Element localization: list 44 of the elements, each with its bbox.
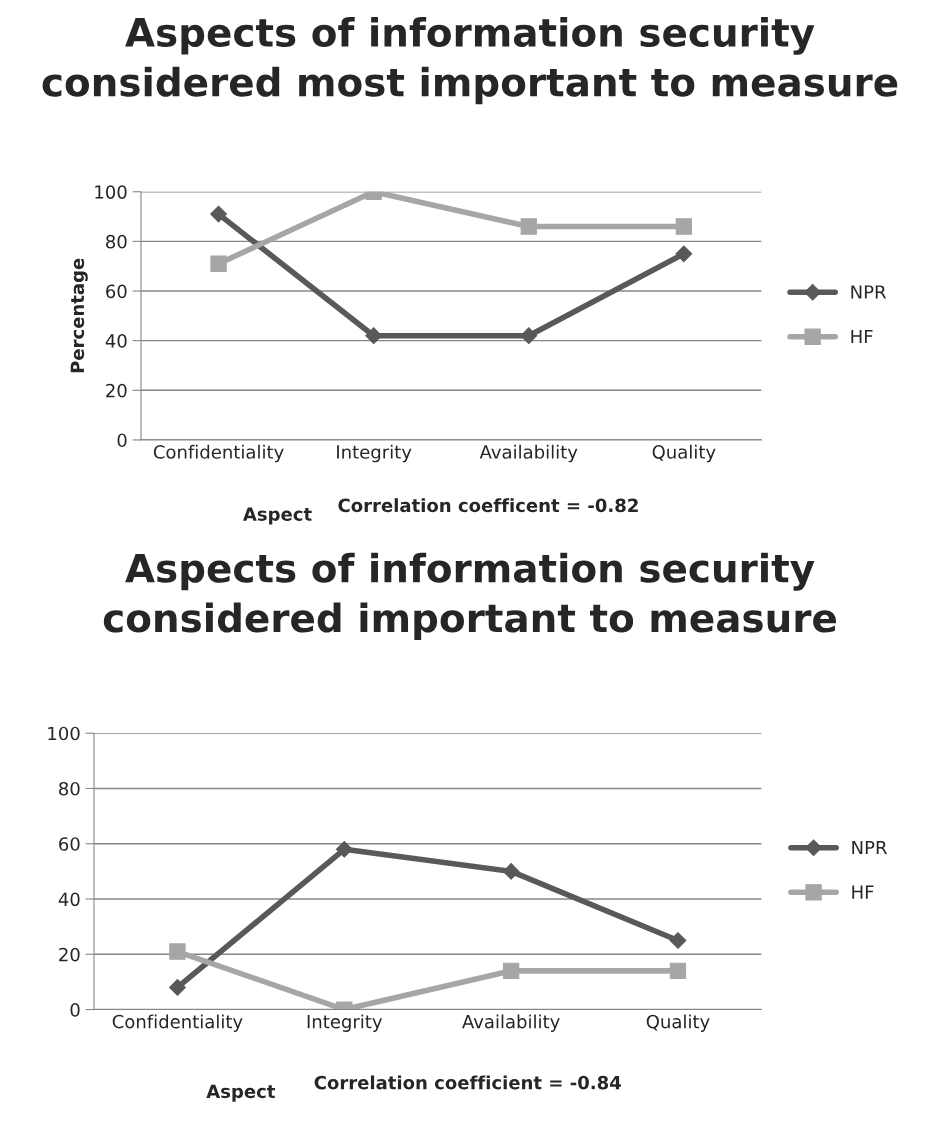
point [675,218,693,235]
y-tick-label: 20 [59,947,80,962]
point [210,255,227,272]
y-tick-label: 80 [59,781,80,796]
x-tick-label: Availability [479,444,578,463]
legend-label: HF [851,329,873,344]
y-tick-label: 100 [95,185,127,199]
x-axis-title: Aspect [206,1084,276,1102]
point [502,863,520,880]
point [210,205,227,223]
y-tick-label: 40 [105,334,127,348]
x-tick-label: Integrity [337,444,412,463]
chart-title: Aspects of information security considered important to measure [103,552,836,641]
y-tick-label: 0 [117,433,127,448]
y-tick-label: 100 [48,726,80,741]
y-tick-label: 20 [106,383,127,398]
x-tick-label: Availability [462,1014,560,1032]
legend-label: HF [852,885,874,899]
point [669,932,687,949]
point [502,962,520,980]
point [675,245,693,263]
chart-title: Aspects of information security considered most important to measure [42,16,898,105]
point [169,943,186,960]
point [669,962,687,980]
text: Correlation coefficent = -0.82 [338,498,638,513]
y-axis-title: Percentage [70,258,88,373]
point [520,327,538,345]
x-tick-label: Quality [646,1014,710,1032]
x-tick-label: Quality [652,444,716,463]
point [335,840,353,858]
legend-label: NPR [851,285,887,299]
point [169,979,186,996]
x-axis-title: Aspect [242,507,312,525]
legend-label: NPR [852,840,887,855]
y-tick-label: 0 [70,1003,80,1017]
x-tick-label: Integrity [307,1014,383,1032]
x-tick-label: Confidentiality [153,444,284,463]
text: Correlation coefficient = -0.84 [314,1075,621,1090]
y-tick-label: 80 [106,234,127,249]
y-tick-label: 60 [59,837,80,851]
point [520,218,537,235]
y-tick-label: 60 [106,284,127,299]
y-tick-label: 40 [58,892,80,907]
x-tick-label: Confidentiality [112,1014,243,1032]
